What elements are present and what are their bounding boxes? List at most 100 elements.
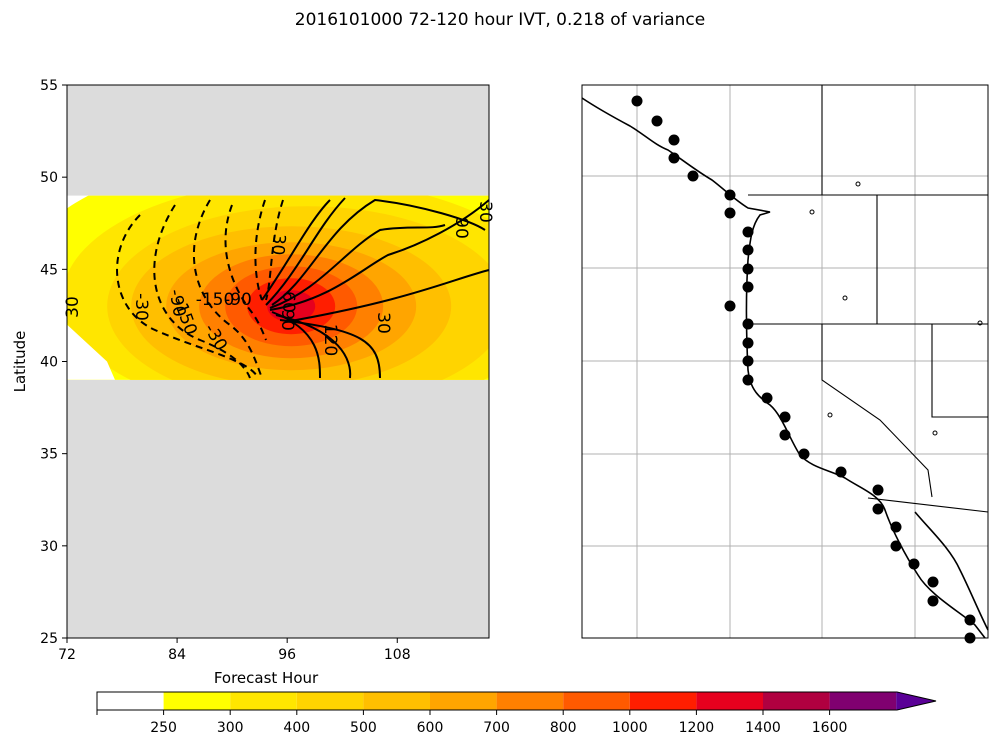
baja-coast — [914, 511, 989, 631]
station-point — [890, 521, 902, 533]
colorbar-segment — [563, 692, 630, 710]
x-tick-label: 96 — [278, 647, 296, 663]
station-point — [631, 95, 643, 107]
colorbar-segment — [696, 692, 763, 710]
figure-title: 2016101000 72-120 hour IVT, 0.218 of var… — [294, 10, 706, 30]
positive-contour-1 — [265, 197, 346, 306]
map-feature-2 — [842, 295, 848, 301]
station-point — [779, 411, 791, 423]
y-tick-label: 25 — [40, 631, 58, 647]
map-feature-1 — [809, 209, 815, 215]
map-feature-4 — [977, 320, 983, 326]
contour-label: -90 — [224, 290, 252, 310]
colorbar-tick-label: 800 — [550, 720, 577, 736]
station-point — [872, 484, 884, 496]
colorbar-tick-label: 1400 — [745, 720, 781, 736]
colorbar-tick-label: 1600 — [812, 720, 848, 736]
station-point — [835, 466, 847, 478]
station-point — [890, 540, 902, 552]
map-border-4 — [931, 324, 988, 418]
colorbar-tick-label: 600 — [417, 720, 444, 736]
station-point — [742, 244, 754, 256]
x-tick-label: 84 — [168, 647, 186, 663]
y-tick-label: 35 — [40, 447, 58, 463]
colorbar-segment — [629, 692, 697, 710]
colorbar-tick-label: 700 — [483, 720, 510, 736]
contour-label: 120 — [320, 324, 340, 356]
contour-label: -30 — [131, 293, 151, 321]
colorbar-tick-label: 500 — [350, 720, 377, 736]
x-tick-label: 108 — [384, 647, 411, 663]
negative-contour-2 — [192, 199, 263, 379]
negative-contour-3 — [224, 204, 267, 341]
colorbar-segment — [230, 692, 297, 710]
positive-contour-3 — [269, 224, 446, 309]
station-point — [742, 355, 754, 367]
station-point — [742, 374, 754, 386]
y-axis-label: Latitude — [11, 331, 29, 393]
contour-label: 30 — [475, 201, 495, 223]
field-notch — [67, 324, 115, 380]
right-axes-frame — [581, 84, 989, 639]
positive-contour-8 — [284, 269, 490, 323]
station-point — [964, 614, 976, 626]
station-point — [651, 115, 663, 127]
station-point — [761, 392, 773, 404]
y-tick-label: 50 — [40, 170, 58, 186]
map-border-5 — [821, 324, 933, 498]
coastline — [581, 97, 986, 639]
map-border-6 — [867, 497, 989, 513]
contour-label: -150 — [196, 290, 235, 310]
colorbar-tick-label: 1000 — [612, 720, 648, 736]
colorbar-segment — [496, 692, 564, 710]
station-point — [742, 226, 754, 238]
negative-contour-5 — [265, 199, 284, 301]
station-point — [927, 576, 939, 588]
positive-contour-7 — [279, 319, 381, 379]
station-point — [798, 448, 810, 460]
positive-contour-2 — [271, 198, 486, 306]
station-point — [742, 263, 754, 275]
contour-label: 30 — [63, 296, 83, 318]
station-point — [724, 207, 736, 219]
station-point — [872, 503, 884, 515]
station-point — [927, 595, 939, 607]
colorbar-segment — [163, 692, 231, 710]
contour-label: -90 — [165, 288, 190, 319]
colorbar-segment — [829, 692, 897, 710]
positive-contour-0 — [261, 199, 331, 301]
y-tick-label: 55 — [40, 78, 58, 94]
station-point — [742, 318, 754, 330]
colorbar-segment — [363, 692, 430, 710]
contour-label: 90 — [277, 309, 297, 331]
colorbar-segment — [430, 692, 497, 710]
contour-label: 90 — [451, 217, 471, 239]
negative-contour-0 — [116, 214, 259, 379]
contour-label: 30 — [267, 233, 289, 256]
station-point — [668, 134, 680, 146]
colorbar-tick-label: 400 — [283, 720, 310, 736]
map-panel — [581, 84, 989, 644]
contours — [116, 197, 490, 379]
colorbar-tick-label: 300 — [217, 720, 244, 736]
colorbar-segment — [763, 692, 830, 710]
negative-contour-4 — [254, 199, 266, 301]
colorbar-tick-label: 1200 — [679, 720, 715, 736]
y-tick-label: 45 — [40, 262, 58, 278]
x-tick-label: 72 — [58, 647, 76, 663]
colorbar-extend — [896, 692, 936, 710]
station-point — [668, 152, 680, 164]
x-axis-label: Forecast Hour — [214, 669, 319, 687]
contour-label: 60 — [278, 291, 298, 313]
map-feature-5 — [932, 430, 938, 436]
station-point — [724, 189, 736, 201]
map-feature-0 — [855, 181, 861, 187]
station-point — [742, 281, 754, 293]
station-point — [779, 429, 791, 441]
station-point — [724, 300, 736, 312]
y-tick-label: 30 — [40, 539, 58, 555]
colorbar-outline — [96, 691, 937, 711]
positive-contour-4 — [269, 199, 490, 311]
